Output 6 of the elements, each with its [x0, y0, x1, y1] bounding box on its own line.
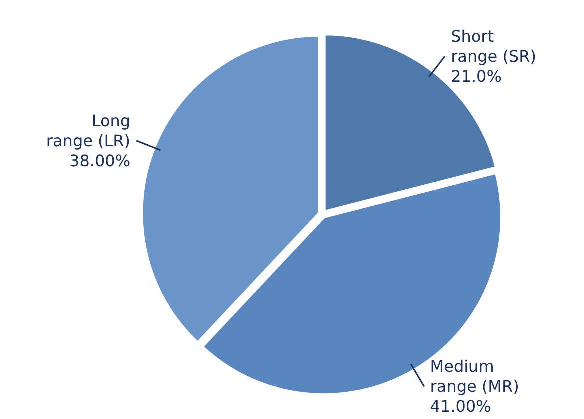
slice-label: Short range (SR) — [451, 26, 536, 66]
data-label: 41.00% — [430, 397, 492, 416]
data-label: 38.00% — [70, 151, 131, 170]
slice-label: Long range (LR) — [46, 111, 131, 150]
slice-label: Medium range (MR) — [430, 357, 520, 396]
data-label: 21.0% — [451, 66, 502, 86]
